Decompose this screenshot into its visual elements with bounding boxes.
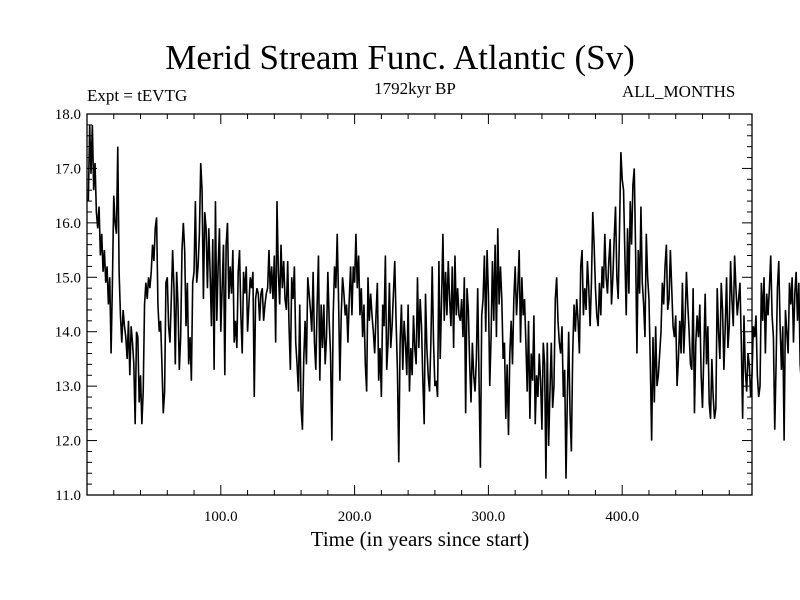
y-tick-label: 13.0 (55, 379, 81, 395)
y-tick-label: 18.0 (55, 107, 81, 123)
chart-title: Merid Stream Func. Atlantic (Sv) (165, 38, 635, 77)
y-tick-label: 11.0 (55, 488, 81, 504)
series-line (87, 124, 800, 479)
y-tick-label: 14.0 (55, 325, 81, 341)
months-label: ALL_MONTHS (622, 82, 736, 101)
tick-labels: 11.0 12.0 13.0 14.0 15.0 16.0 17.0 18.0 100.0 200… (55, 107, 639, 525)
x-tick-label: 100.0 (204, 509, 238, 525)
experiment-label: Expt = tEVTG (87, 86, 188, 105)
period-label: 1792kyr BP (374, 79, 456, 98)
y-tick-label: 16.0 (55, 216, 81, 232)
y-tick-label: 15.0 (55, 270, 81, 286)
plot-frame (86, 113, 753, 496)
x-tick-label: 300.0 (472, 509, 506, 525)
x-tick-label: 200.0 (338, 509, 372, 525)
x-tick-label: 400.0 (605, 509, 639, 525)
x-axis-label: Time (in years since start) (310, 527, 530, 551)
y-tick-label: 12.0 (55, 434, 81, 450)
y-tick-label: 17.0 (55, 161, 81, 177)
